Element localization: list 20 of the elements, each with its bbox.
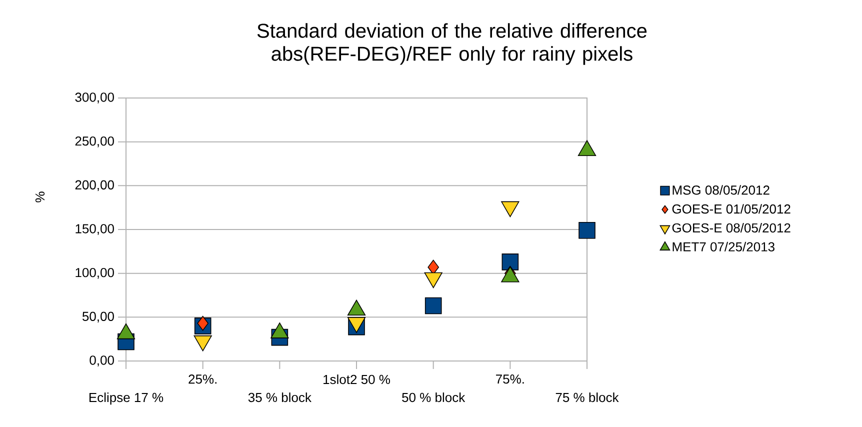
x-tick-label: 50 % block (402, 392, 466, 402)
y-tick-label: 100,00 (76, 268, 114, 279)
y-tick-label: 300,00 (75, 92, 114, 104)
y-tick-label: 50,00 (82, 312, 114, 323)
y-tick-label: 250,00 (75, 136, 114, 148)
x-tick-label: 75%. (496, 374, 524, 384)
legend-label: MSG 08/05/2012 (672, 185, 770, 195)
x-tick-label: 1slot2 50 % (324, 374, 390, 384)
x-tick-label: 35 % block (248, 392, 312, 402)
legend-label: GOES-E 01/05/2012 (672, 204, 790, 214)
y-tick-label: 0,00 (90, 356, 114, 366)
x-tick-label: Eclipse 17 % (89, 392, 164, 405)
legend-label: MET7 07/25/2013 (672, 242, 774, 252)
legend-label: GOES-E 08/05/2012 (672, 222, 790, 233)
chart-title: Standard deviation of the relative difference abs(REF-DEG)/REF only for rainy pixels (257, 23, 647, 65)
x-tick-label: 75 % block (556, 392, 619, 402)
y-tick-label: 150,00 (76, 224, 114, 235)
y-axis-title: % (35, 192, 45, 202)
y-tick-label: 200,00 (75, 180, 114, 192)
x-tick-label: 25%. (188, 374, 216, 384)
